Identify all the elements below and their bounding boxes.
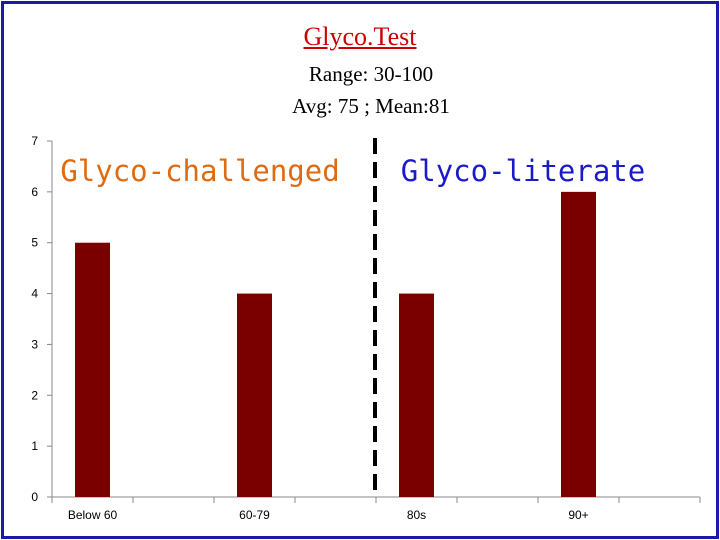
zone-label-left: Glyco-challenged <box>60 154 339 188</box>
range-subtitle: Range: 30-100 <box>308 62 434 86</box>
zone-label-right: Glyco-literate <box>401 154 645 188</box>
y-tick-label: 7 <box>31 134 38 148</box>
x-tick-label: 60-79 <box>239 508 270 522</box>
y-tick-label: 1 <box>31 439 38 453</box>
slide-title: Glyco.Test <box>303 22 417 51</box>
y-tick-label: 5 <box>31 236 38 250</box>
y-tick-label: 0 <box>31 490 38 504</box>
y-tick-label: 3 <box>31 337 38 351</box>
y-tick-label: 6 <box>31 185 38 199</box>
bar-0 <box>75 242 110 497</box>
bar-3 <box>561 191 596 497</box>
x-tick-label: 90+ <box>568 508 588 522</box>
stats-subtitle: Avg: 75 ; Mean:81 <box>292 94 450 118</box>
bar-1 <box>237 293 272 497</box>
y-tick-label: 2 <box>31 388 38 402</box>
x-tick-label: 80s <box>407 508 426 522</box>
x-tick-label: Below 60 <box>68 508 118 522</box>
bar-2 <box>399 293 434 497</box>
y-tick-label: 4 <box>31 287 38 301</box>
